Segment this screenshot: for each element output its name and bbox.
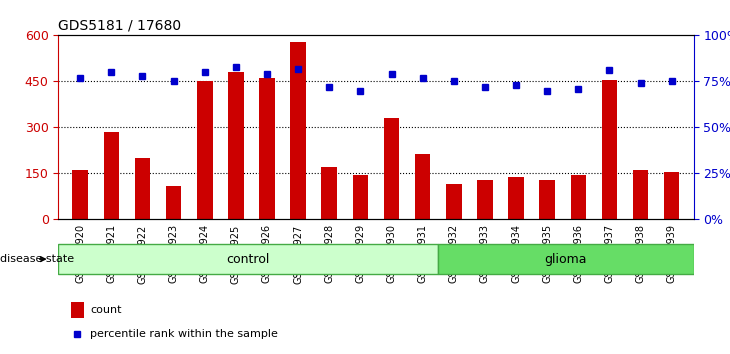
Bar (384, 118, 399, 219)
Bar (415, 154, 431, 219)
Bar (134, 158, 150, 219)
Text: glioma: glioma (545, 253, 587, 266)
Text: control: control (226, 253, 270, 266)
Bar (228, 72, 244, 219)
Bar (664, 172, 680, 219)
Text: GDS5181 / 17680: GDS5181 / 17680 (58, 19, 182, 33)
Bar (72, 170, 88, 219)
Bar (477, 179, 493, 219)
Bar (291, 41, 306, 219)
Text: percentile rank within the sample: percentile rank within the sample (91, 329, 278, 339)
Bar (104, 132, 119, 219)
FancyBboxPatch shape (58, 244, 438, 274)
Bar (321, 167, 337, 219)
Text: count: count (91, 305, 122, 315)
Bar (602, 80, 618, 219)
Bar (259, 78, 274, 219)
Bar (633, 170, 648, 219)
Bar (197, 81, 212, 219)
Bar (166, 186, 181, 219)
Bar (71, 302, 84, 318)
Bar (508, 177, 524, 219)
Bar (446, 184, 461, 219)
Bar (353, 175, 368, 219)
Bar (571, 175, 586, 219)
Bar (539, 179, 555, 219)
Text: disease state: disease state (0, 254, 74, 264)
FancyBboxPatch shape (438, 244, 694, 274)
